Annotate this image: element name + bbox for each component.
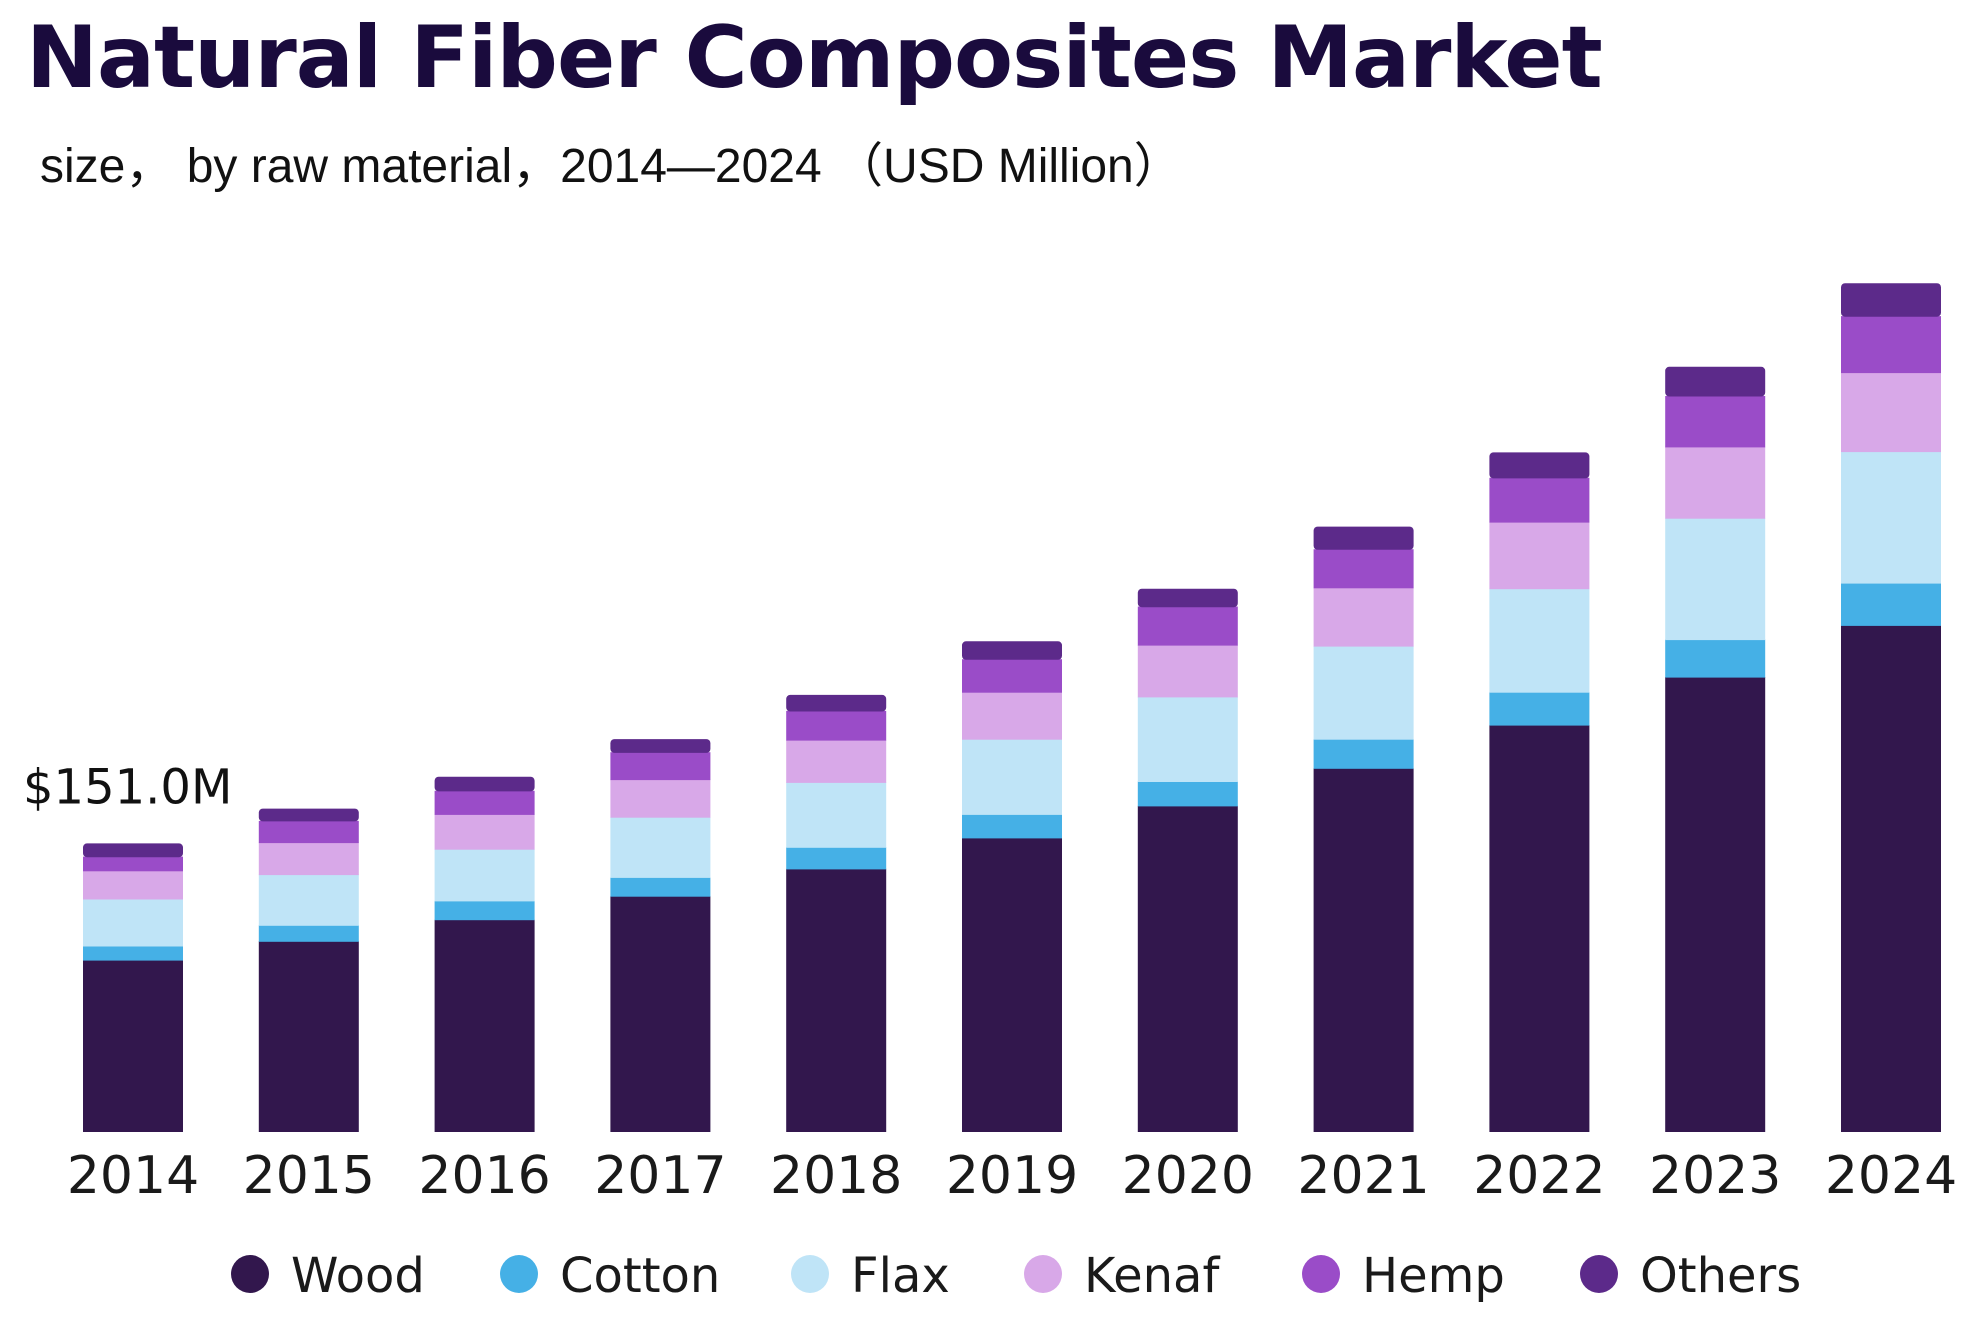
bar-segment-hemp-2018 — [786, 710, 887, 741]
bar-segment-hemp-2017 — [610, 752, 711, 781]
bar-segment-wood-2020 — [1137, 805, 1238, 1132]
bar-segment-hemp-2015 — [258, 820, 359, 844]
bar-segment-kenaf-2017 — [610, 779, 711, 818]
bar-segment-cotton-2020 — [1137, 781, 1238, 807]
chart-title: Natural Fiber Composites Market — [26, 8, 1603, 108]
legend: Wood Cotton Flax Kenaf Hemp Others — [231, 1248, 1801, 1304]
annotations-layer: $151.0M — [23, 759, 232, 815]
bar-segment-cotton-2015 — [258, 925, 359, 942]
legend-label-wood: Wood — [291, 1248, 425, 1304]
x-tick-label-2015: 2015 — [243, 1146, 375, 1206]
bar-segment-wood-2016 — [434, 919, 535, 1132]
bar-segment-kenaf-2019 — [962, 692, 1062, 740]
bar-segment-kenaf-2014 — [83, 870, 183, 900]
bar-segment-others-2021 — [1313, 526, 1414, 550]
legend-marker-hemp — [1302, 1255, 1340, 1293]
x-tick-label-2014: 2014 — [67, 1146, 199, 1206]
bar-segment-flax-2020 — [1137, 696, 1238, 782]
bar-segment-others-2022 — [1489, 452, 1590, 479]
bar-segment-kenaf-2015 — [258, 842, 359, 876]
bar-segment-wood-2019 — [962, 837, 1062, 1132]
bar-segment-wood-2022 — [1489, 725, 1590, 1132]
x-tick-label-2020: 2020 — [1122, 1146, 1254, 1206]
bar-segment-flax-2014 — [83, 898, 183, 947]
bar-segment-others-2024 — [1841, 283, 1941, 317]
legend-label-cotton: Cotton — [560, 1248, 720, 1304]
bar-segment-cotton-2014 — [83, 945, 183, 961]
legend-label-kenaf: Kenaf — [1084, 1248, 1220, 1304]
chart-subtitle: size， by raw material，2014—2024 （USD Mil… — [40, 140, 1182, 193]
bar-segment-wood-2017 — [610, 896, 711, 1132]
x-tick-label-2022: 2022 — [1473, 1146, 1605, 1206]
bar-segment-flax-2018 — [786, 782, 887, 848]
bar-segment-wood-2018 — [786, 868, 887, 1132]
bar-segment-wood-2021 — [1313, 768, 1414, 1132]
legend-label-flax: Flax — [851, 1248, 950, 1304]
bar-segment-kenaf-2022 — [1489, 521, 1590, 590]
bar-segment-others-2014 — [83, 843, 183, 858]
bar-segment-others-2019 — [962, 641, 1062, 660]
bar-segment-others-2023 — [1665, 366, 1766, 397]
bar-segment-flax-2016 — [434, 849, 535, 902]
bar-segment-flax-2017 — [610, 817, 711, 878]
bar-segment-cotton-2017 — [610, 877, 711, 897]
bar-segment-others-2016 — [434, 776, 535, 792]
bar-segment-cotton-2023 — [1665, 639, 1766, 678]
legend-marker-others — [1580, 1255, 1618, 1293]
bar-segment-flax-2019 — [962, 739, 1062, 815]
bar-segment-kenaf-2020 — [1137, 645, 1238, 698]
bar-segment-kenaf-2023 — [1665, 446, 1766, 519]
bar-segment-hemp-2020 — [1137, 606, 1238, 646]
x-tick-label-2021: 2021 — [1297, 1146, 1429, 1206]
legend-marker-flax — [791, 1255, 829, 1293]
bar-segment-hemp-2024 — [1841, 316, 1941, 374]
bar-segment-cotton-2021 — [1313, 739, 1414, 769]
bar-segment-wood-2024 — [1841, 625, 1941, 1132]
bar-segment-cotton-2024 — [1841, 583, 1941, 626]
data-label-2014: $151.0M — [23, 759, 232, 815]
legend-marker-cotton — [500, 1255, 538, 1293]
x-tick-label-2017: 2017 — [594, 1146, 726, 1206]
bars-layer — [83, 283, 1941, 1132]
bar-segment-others-2020 — [1137, 588, 1238, 608]
bar-segment-kenaf-2021 — [1313, 587, 1414, 647]
bar-segment-wood-2014 — [83, 960, 183, 1132]
x-tick-label-2016: 2016 — [418, 1146, 550, 1206]
bar-segment-hemp-2014 — [83, 856, 183, 872]
legend-label-hemp: Hemp — [1362, 1248, 1505, 1304]
legend-marker-kenaf — [1024, 1255, 1062, 1293]
bar-segment-kenaf-2024 — [1841, 372, 1941, 453]
x-tick-label-2019: 2019 — [946, 1146, 1078, 1206]
bar-segment-hemp-2022 — [1489, 477, 1590, 523]
bar-segment-cotton-2016 — [434, 900, 535, 921]
x-axis-ticks: 2014 2015 2016 2017 2018 2019 2020 2021 2022 2023… — [67, 1146, 1957, 1206]
bar-segment-flax-2022 — [1489, 588, 1590, 693]
legend-marker-wood — [231, 1255, 269, 1293]
x-tick-label-2023: 2023 — [1649, 1146, 1781, 1206]
bar-segment-cotton-2019 — [962, 814, 1062, 839]
bar-segment-kenaf-2016 — [434, 814, 535, 850]
bar-segment-flax-2024 — [1841, 451, 1941, 584]
x-tick-label-2024: 2024 — [1825, 1146, 1957, 1206]
bar-segment-others-2015 — [258, 808, 359, 822]
bar-segment-hemp-2016 — [434, 790, 535, 815]
bar-segment-flax-2023 — [1665, 518, 1766, 641]
bar-segment-hemp-2021 — [1313, 549, 1414, 589]
bar-segment-flax-2021 — [1313, 646, 1414, 740]
bar-segment-hemp-2023 — [1665, 396, 1766, 448]
bar-segment-hemp-2019 — [962, 659, 1062, 693]
legend-label-others: Others — [1640, 1248, 1801, 1304]
bar-segment-wood-2015 — [258, 941, 359, 1132]
bar-segment-wood-2023 — [1665, 677, 1766, 1132]
bar-segment-flax-2015 — [258, 874, 359, 926]
bar-segment-cotton-2022 — [1489, 692, 1590, 726]
bar-segment-others-2018 — [786, 694, 887, 712]
bar-segment-cotton-2018 — [786, 847, 887, 870]
bar-segment-others-2017 — [610, 739, 711, 753]
x-tick-label-2018: 2018 — [770, 1146, 902, 1206]
bar-segment-kenaf-2018 — [786, 740, 887, 783]
